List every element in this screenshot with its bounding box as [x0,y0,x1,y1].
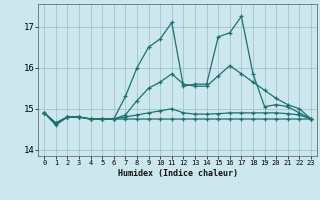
X-axis label: Humidex (Indice chaleur): Humidex (Indice chaleur) [118,169,238,178]
